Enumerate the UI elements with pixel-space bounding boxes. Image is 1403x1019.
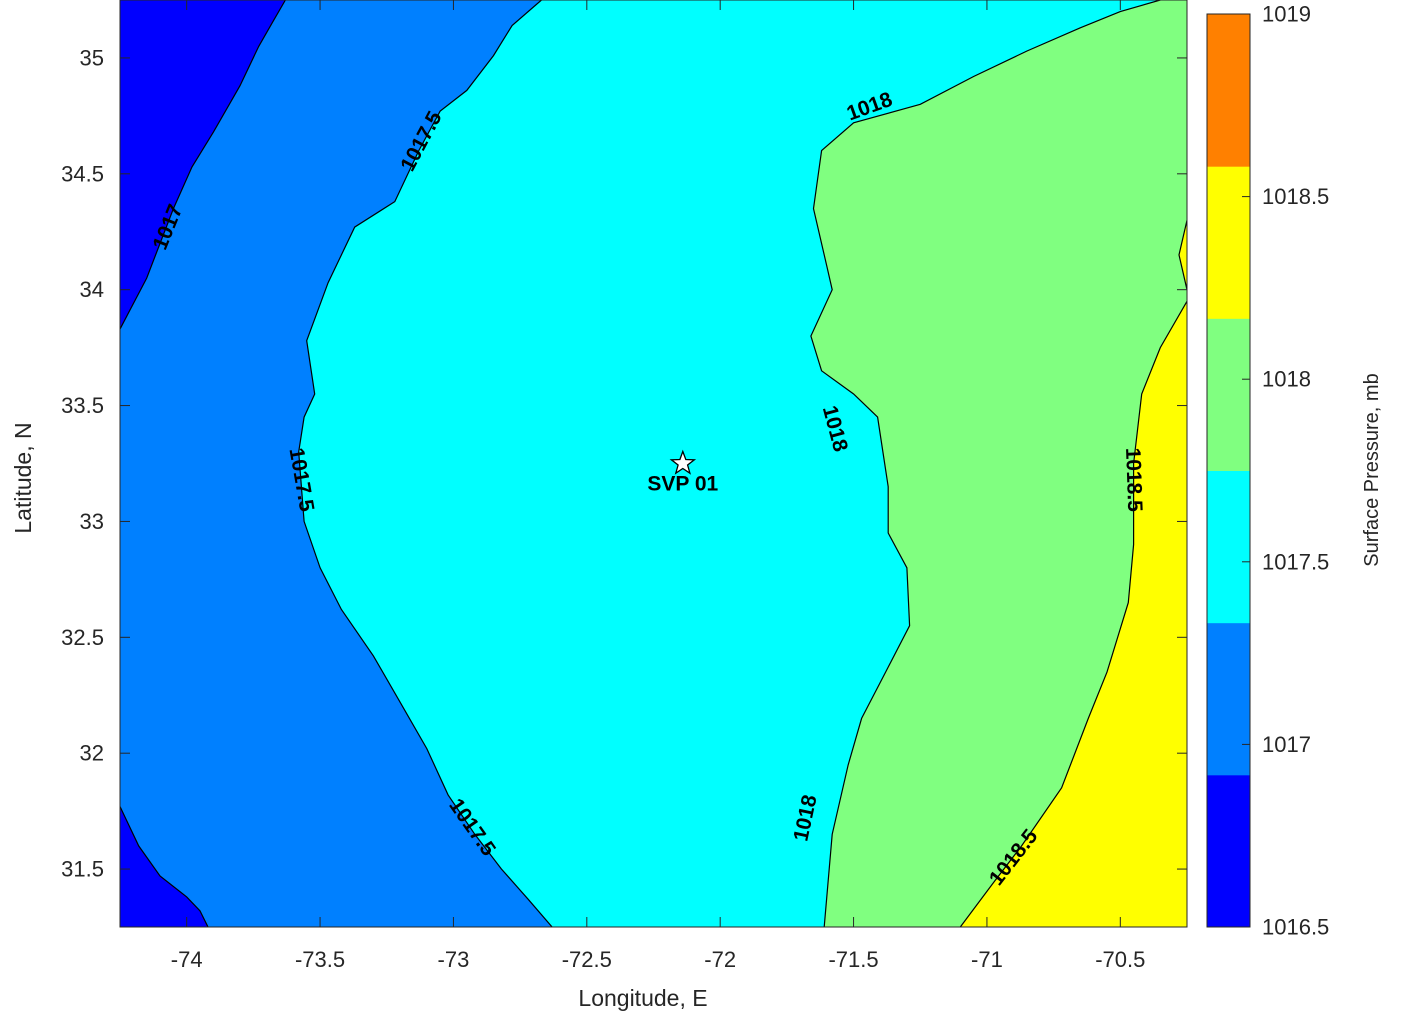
station-label: SVP 01 [647, 473, 718, 496]
colorbar: 1016.5 1017 1017.5 1018 1018.5 1019 [1207, 2, 1329, 940]
x-tick-label: -71 [971, 947, 1003, 972]
x-tick-label: -72 [704, 947, 736, 972]
x-tick-label: -70.5 [1095, 947, 1145, 972]
colorbar-tick-label: 1018 [1262, 367, 1311, 392]
x-axis-label: Longitude, E [578, 985, 707, 1011]
colorbar-band [1207, 775, 1250, 928]
x-tick-label: -71.5 [828, 947, 878, 972]
contour-label: 1018.5 [1121, 447, 1146, 512]
colorbar-tick-label: 1017 [1262, 732, 1311, 757]
x-tick-label: -73 [438, 947, 470, 972]
x-tick-labels: -74 -73.5 -73 -72.5 -72 -71.5 -71 -70.5 [171, 947, 1146, 972]
colorbar-tick-label: 1017.5 [1262, 549, 1329, 574]
y-tick-label: 32.5 [61, 625, 104, 650]
colorbar-band [1207, 623, 1250, 776]
y-tick-label: 33.5 [61, 393, 104, 418]
y-tick-label: 31.5 [61, 857, 104, 882]
y-tick-label: 34.5 [61, 161, 104, 186]
y-tick-label: 35 [80, 45, 104, 70]
colorbar-band [1207, 318, 1250, 471]
plot-area: 10171017.51017.51017.51018101810181018.5… [120, 0, 1187, 927]
colorbar-tick-label: 1018.5 [1262, 184, 1329, 209]
colorbar-tick-label: 1019 [1262, 2, 1311, 27]
x-tick-label: -73.5 [295, 947, 345, 972]
x-tick-label: -74 [171, 947, 203, 972]
y-tick-label: 33 [80, 509, 104, 534]
colorbar-band [1207, 14, 1250, 167]
y-axis-label: Latitude, N [10, 422, 36, 533]
colorbar-tick-label: 1016.5 [1262, 915, 1329, 940]
colorbar-title: Surface Pressure, mb [1361, 373, 1383, 566]
colorbar-band [1207, 471, 1250, 624]
y-tick-label: 34 [80, 277, 104, 302]
x-tick-label: -72.5 [562, 947, 612, 972]
y-tick-labels: 31.5 32 32.5 33 33.5 34 34.5 35 [61, 45, 104, 881]
colorbar-band [1207, 166, 1250, 319]
y-tick-label: 32 [80, 741, 104, 766]
